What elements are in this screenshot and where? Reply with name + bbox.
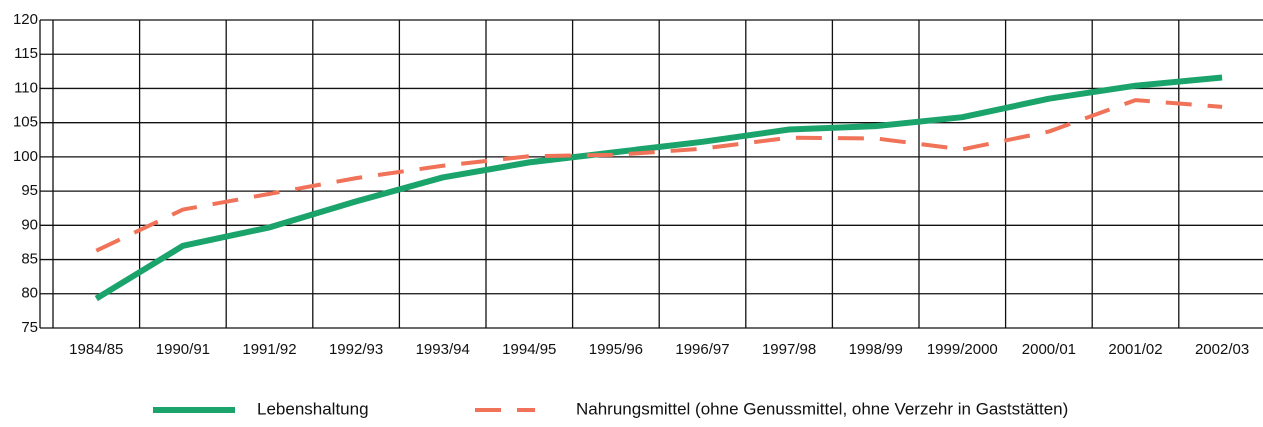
x-tick-label: 1998/99 [849,341,903,358]
x-tick-label: 2001/02 [1108,341,1162,358]
y-tick-label: 90 [21,216,38,233]
x-tick-label: 1994/95 [502,341,556,358]
x-tick-label: 1984/85 [69,341,123,358]
y-tick-label: 115 [14,45,38,62]
legend-label: Nahrungsmittel (ohne Genussmittel, ohne … [576,399,1068,418]
x-tick-label: 1993/94 [416,341,470,358]
x-tick-label: 1997/98 [762,341,816,358]
y-tick-label: 95 [21,182,38,199]
x-tick-label: 1999/2000 [927,341,998,358]
x-tick-label: 1990/91 [156,341,210,358]
x-tick-label: 1992/93 [329,341,383,358]
x-tick-label: 1995/96 [589,341,643,358]
x-tick-label: 1991/92 [242,341,296,358]
y-tick-label: 105 [13,114,38,131]
series-line [94,74,1223,302]
y-tick-label: 85 [21,251,38,268]
y-tick-label: 75 [21,319,38,336]
y-tick-label: 80 [21,285,38,302]
y-tick-label: 120 [13,11,38,28]
y-tick-label: 110 [14,79,38,96]
x-tick-label: 2000/01 [1022,341,1076,358]
y-tick-label: 100 [13,148,38,165]
x-tick-label: 2002/03 [1195,341,1249,358]
legend-label: Lebenshaltung [257,399,369,418]
x-tick-label: 1996/97 [675,341,729,358]
